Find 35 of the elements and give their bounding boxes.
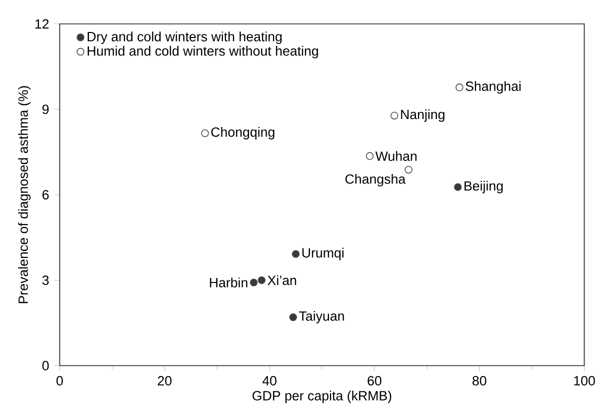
x-tick-label: 100 — [574, 376, 595, 386]
point — [201, 129, 209, 137]
x-axis-title: GDP per capita (kRMB) — [252, 390, 392, 403]
point — [250, 278, 258, 286]
x-tick-label: 40 — [262, 376, 276, 386]
legend-label: Humid and cold winters without heating — [88, 46, 318, 58]
x-tick-label: 20 — [158, 376, 172, 386]
legend-label: Dry and cold winters with heating — [88, 31, 282, 44]
annotation: Nanjing — [401, 109, 444, 122]
point — [366, 152, 374, 160]
y-tick-label: 3 — [42, 275, 49, 285]
y-tick-label: 0 — [42, 360, 49, 370]
x-tick-label: 60 — [368, 376, 382, 386]
y-axis-title: Prevalence of diagnosed asthma (%) — [18, 86, 31, 303]
point — [292, 250, 300, 258]
annotation: Beijing — [464, 180, 503, 194]
annotation: Changsha — [345, 174, 406, 186]
point — [289, 313, 298, 321]
point — [454, 183, 462, 191]
x-tick-label: 80 — [472, 376, 486, 386]
point — [258, 276, 266, 284]
point — [456, 83, 464, 92]
annotation: Urumqi — [302, 248, 344, 260]
annotation: Wuhan — [375, 150, 417, 161]
annotation: Harbin — [210, 277, 248, 288]
annotation: Xi’an — [268, 275, 296, 285]
y-tick-label: 12 — [35, 19, 49, 28]
annotation: Taiyuan — [299, 310, 344, 324]
y-tick-label: 6 — [42, 190, 49, 200]
point — [390, 112, 398, 120]
y-tick-label: 9 — [42, 104, 49, 114]
annotation: Chongqing — [211, 126, 274, 140]
x-tick-label: 0 — [56, 376, 63, 386]
annotation: Shanghai — [466, 81, 521, 94]
point — [404, 166, 412, 174]
